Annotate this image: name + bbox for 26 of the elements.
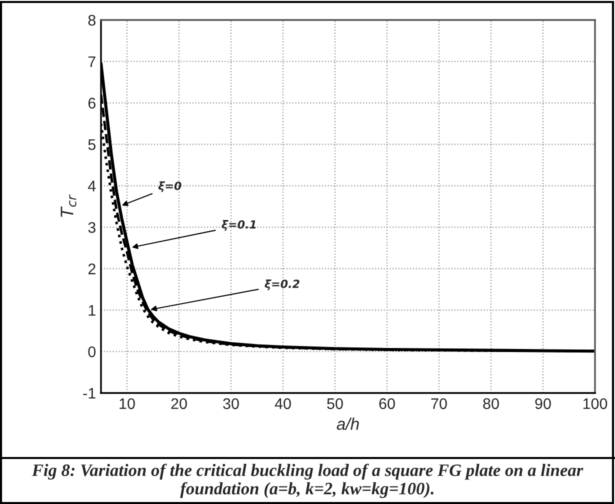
y-tick-label: 8 xyxy=(88,14,96,26)
x-tick-label: 20 xyxy=(171,398,187,410)
annotation: ξ=0.1 xyxy=(222,220,256,231)
x-tick-label: 70 xyxy=(431,398,447,410)
y-axis-title: T$_{cr}$ xyxy=(60,194,76,217)
y-tick-label: 0 xyxy=(88,346,96,358)
y-tick-label: 6 xyxy=(88,98,96,109)
y-tick-label: 7 xyxy=(88,56,96,67)
y-tick-label: 1 xyxy=(88,305,96,316)
x-axis-title: a/h xyxy=(336,418,359,430)
x-tick-label: 30 xyxy=(223,398,239,410)
x-tick-label: 80 xyxy=(483,398,499,410)
y-tick-label: -1 xyxy=(83,388,96,399)
y-tick-label: 5 xyxy=(88,139,96,150)
x-tick-label: 50 xyxy=(327,398,343,410)
caption: Fig 8: Variation of the critical buckling load of a square FG plate on a linear foundation (a=b, k=2, kw=kg=100). xyxy=(32,464,584,498)
x-tick-label: 10 xyxy=(120,398,135,410)
x-tick-label: 90 xyxy=(535,398,551,410)
x-tick-label: 100 xyxy=(583,398,608,410)
y-tick-label: 4 xyxy=(88,180,96,192)
y-tick-label: 2 xyxy=(88,264,96,274)
y-tick-label: 3 xyxy=(88,222,96,233)
x-tick-label: 60 xyxy=(379,398,395,410)
x-tick-label: 40 xyxy=(274,398,291,410)
annotation: ξ=0 xyxy=(158,181,182,192)
annotation: ξ=0.2 xyxy=(264,279,300,290)
